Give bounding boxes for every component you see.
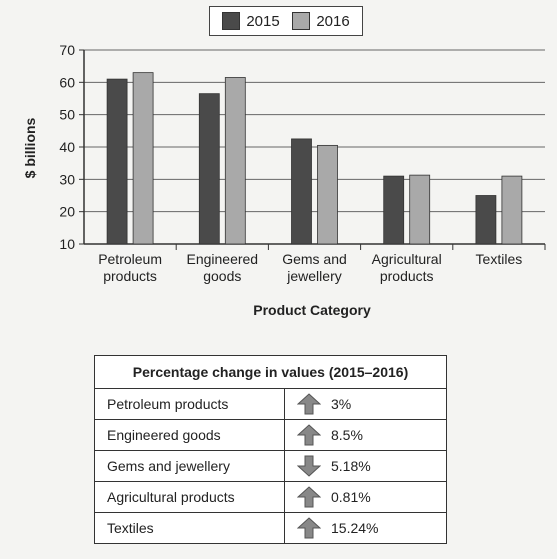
bar-2016-3	[409, 174, 431, 245]
x-axis-label: Product Category	[253, 302, 371, 318]
product-name-cell: Gems and jewellery	[95, 451, 285, 481]
table-row: Gems and jewellery 5.18%	[95, 451, 446, 482]
y-axis-label: $ billions	[22, 117, 38, 179]
change-value-text: 3%	[331, 396, 352, 412]
legend-label-2016: 2016	[316, 12, 350, 30]
percentage-change-table: Percentage change in values (2015–2016) …	[94, 355, 447, 544]
bar-2016-1	[224, 77, 246, 245]
bar-2016-0	[132, 72, 154, 245]
bar-2016-4	[501, 175, 523, 245]
y-tick-label: 10	[59, 236, 75, 252]
bar-2015-1	[198, 93, 220, 245]
y-tick-label: 20	[59, 204, 75, 220]
y-tick-label: 60	[59, 74, 75, 90]
y-tick-label: 30	[59, 171, 75, 187]
change-value-text: 5.18%	[331, 458, 371, 474]
x-tick-label-line: jewellery	[286, 268, 341, 284]
arrow-up-icon	[297, 517, 321, 539]
legend-item-2016: 2016	[292, 12, 350, 30]
product-name-cell: Engineered goods	[95, 420, 285, 450]
legend-item-2015: 2015	[222, 12, 280, 30]
table-body: Petroleum products 3% Engineered goods 8.5%…	[95, 389, 446, 543]
x-tick-label-line: goods	[203, 268, 241, 284]
change-value-text: 8.5%	[331, 427, 363, 443]
arrow-down-icon	[297, 455, 321, 477]
bar-2015-2	[291, 138, 312, 245]
change-value-cell: 0.81%	[285, 482, 446, 512]
product-name-cell: Petroleum products	[95, 389, 285, 419]
bar-2015-0	[106, 78, 128, 245]
chart-legend: 2015 2016	[209, 6, 363, 36]
bar-2016-2	[317, 144, 338, 245]
change-value-cell: 15.24%	[285, 513, 446, 543]
x-tick-label: Textiles	[476, 251, 523, 267]
table-row: Textiles 15.24%	[95, 513, 446, 543]
x-tick-label-line: Agricultural	[372, 251, 442, 267]
legend-swatch-2015	[222, 12, 241, 30]
x-tick-label-line: Engineered	[186, 251, 258, 267]
table-row: Petroleum products 3%	[95, 389, 446, 420]
table-title: Percentage change in values (2015–2016)	[95, 356, 446, 389]
change-value-cell: 5.18%	[285, 451, 446, 481]
x-tick-label: Petroleum products	[98, 251, 162, 284]
y-tick-label: 40	[59, 139, 75, 155]
x-tick-label: Agricultural products	[372, 251, 442, 284]
x-tick-label: Gems and jewellery	[282, 251, 347, 284]
product-name-cell: Agricultural products	[95, 482, 285, 512]
x-tick-label-line: products	[103, 268, 157, 284]
legend-swatch-2016	[292, 12, 311, 30]
x-tick-label: Engineered goods	[186, 251, 258, 284]
y-tick-label: 50	[59, 107, 75, 123]
x-tick-label-line: Petroleum	[98, 251, 162, 267]
change-value-text: 15.24%	[331, 520, 379, 536]
legend-label-2015: 2015	[246, 12, 280, 30]
bar-2015-3	[383, 175, 405, 245]
arrow-up-icon	[297, 393, 321, 415]
y-tick-label: 70	[59, 42, 75, 58]
x-tick-label-line: Gems and	[282, 251, 347, 267]
arrow-up-icon	[297, 424, 321, 446]
change-value-cell: 3%	[285, 389, 446, 419]
x-tick-label-line: products	[380, 268, 434, 284]
product-name-cell: Textiles	[95, 513, 285, 543]
x-tick-label-line: Textiles	[476, 251, 523, 267]
arrow-up-icon	[297, 486, 321, 508]
bar-2015-4	[475, 195, 497, 245]
table-row: Agricultural products 0.81%	[95, 482, 446, 513]
change-value-cell: 8.5%	[285, 420, 446, 450]
change-value-text: 0.81%	[331, 489, 371, 505]
table-row: Engineered goods 8.5%	[95, 420, 446, 451]
